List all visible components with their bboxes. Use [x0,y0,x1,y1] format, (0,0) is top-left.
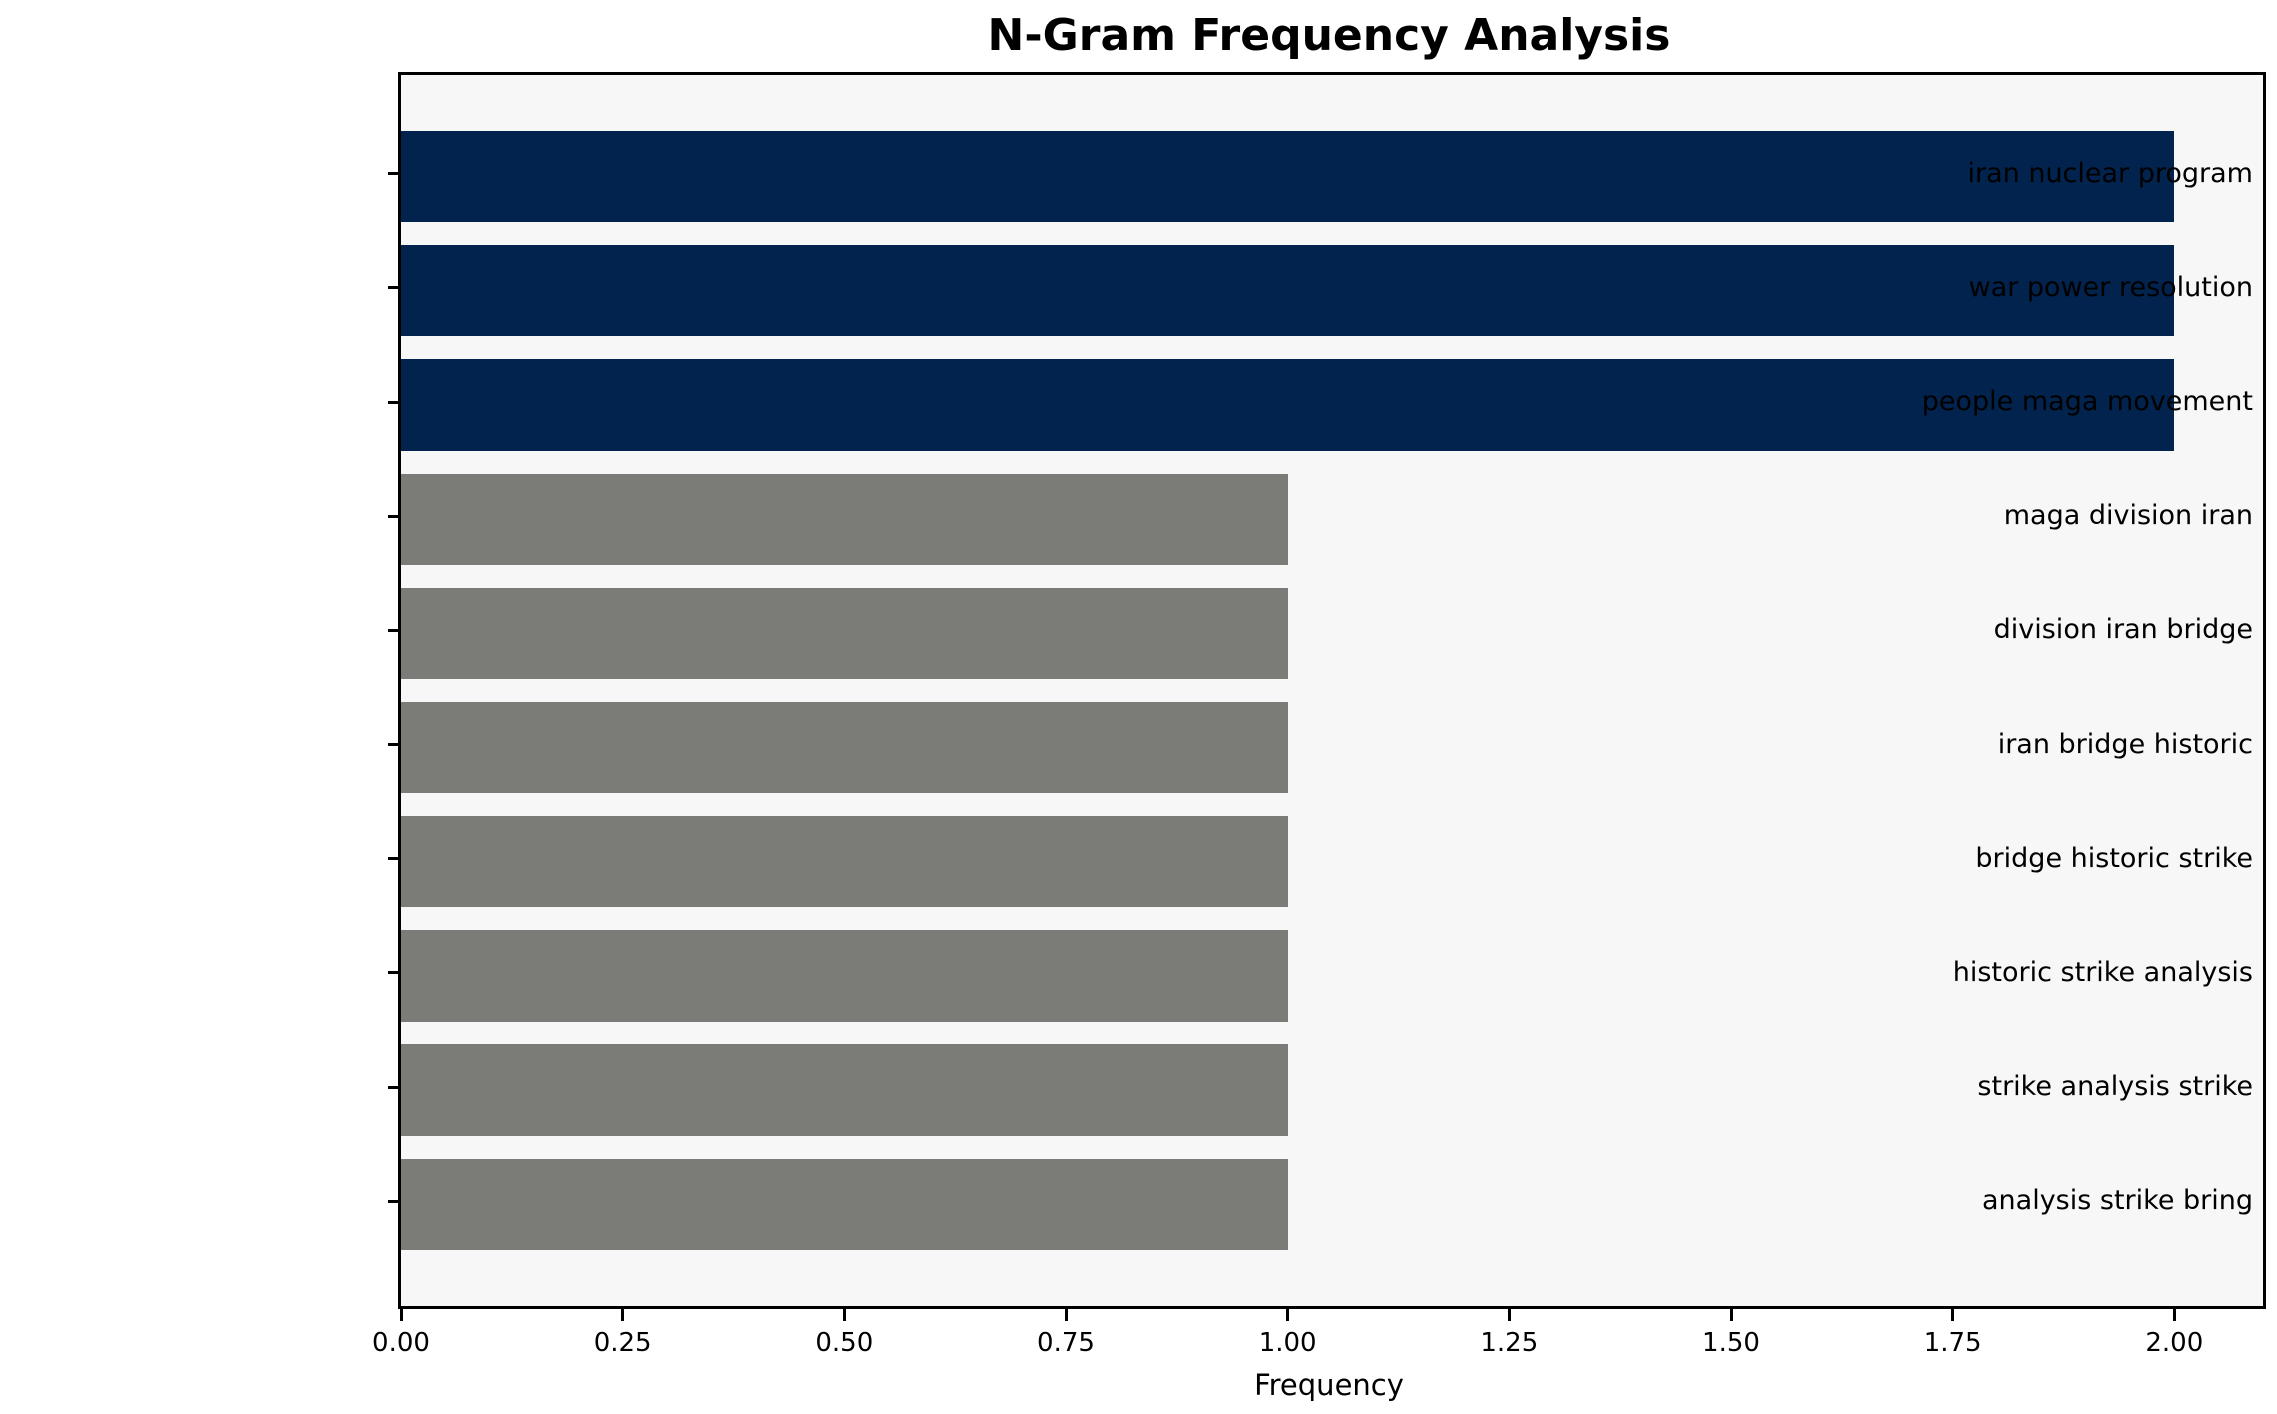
y-tick-label: maga division iran [2003,500,2253,532]
bar [401,1158,1288,1251]
bar [401,701,1288,794]
bar [401,245,2175,337]
y-tick-mark [388,172,398,176]
y-tick-mark [388,286,398,290]
bar [401,930,1288,1022]
bar [401,816,1288,908]
bar [401,473,1288,565]
y-tick-label: iran nuclear program [1967,157,2253,189]
x-tick-mark [2172,1309,2176,1321]
bar [401,587,1288,680]
x-tick-label: 1.75 [1923,1328,1982,1358]
y-tick-label: division iran bridge [1993,614,2253,646]
x-tick-mark [621,1309,625,1321]
x-tick-mark [1064,1309,1068,1321]
plot-area [398,72,2266,1309]
x-tick-label: 0.75 [1037,1328,1095,1358]
y-tick-mark [388,1199,398,1203]
y-tick-label: people maga movement [1921,386,2253,418]
x-axis-label: Frequency [1254,1368,1404,1402]
y-tick-mark [388,400,398,404]
x-tick-mark [1286,1309,1290,1321]
bar [401,1044,1288,1136]
y-tick-mark [388,857,398,861]
y-tick-label: war power resolution [1968,271,2253,303]
x-tick-label: 2.00 [2145,1328,2204,1358]
bar [401,359,2175,451]
y-tick-label: strike analysis strike [1977,1071,2253,1103]
x-tick-label: 1.00 [1258,1328,1317,1358]
y-tick-mark [388,743,398,747]
y-tick-mark [388,971,398,975]
y-tick-label: analysis strike bring [1981,1185,2253,1217]
y-tick-mark [388,628,398,632]
x-tick-mark [399,1309,403,1321]
x-tick-label: 0.50 [815,1328,874,1358]
y-tick-mark [388,1085,398,1089]
y-tick-mark [388,514,398,518]
bar [401,130,2175,223]
y-tick-label: iran bridge historic [1997,728,2253,760]
x-tick-mark [1507,1309,1511,1321]
chart-title: N-Gram Frequency Analysis [987,10,1671,61]
x-tick-label: 0.25 [593,1328,652,1358]
x-tick-mark [842,1309,846,1321]
x-tick-mark [1951,1309,1955,1321]
x-tick-label: 1.50 [1702,1328,1760,1358]
y-tick-label: historic strike analysis [1952,956,2253,988]
y-tick-label: bridge historic strike [1975,842,2253,874]
x-tick-mark [1729,1309,1733,1321]
x-tick-label: 1.25 [1480,1328,1539,1358]
x-tick-label: 0.00 [372,1328,430,1358]
